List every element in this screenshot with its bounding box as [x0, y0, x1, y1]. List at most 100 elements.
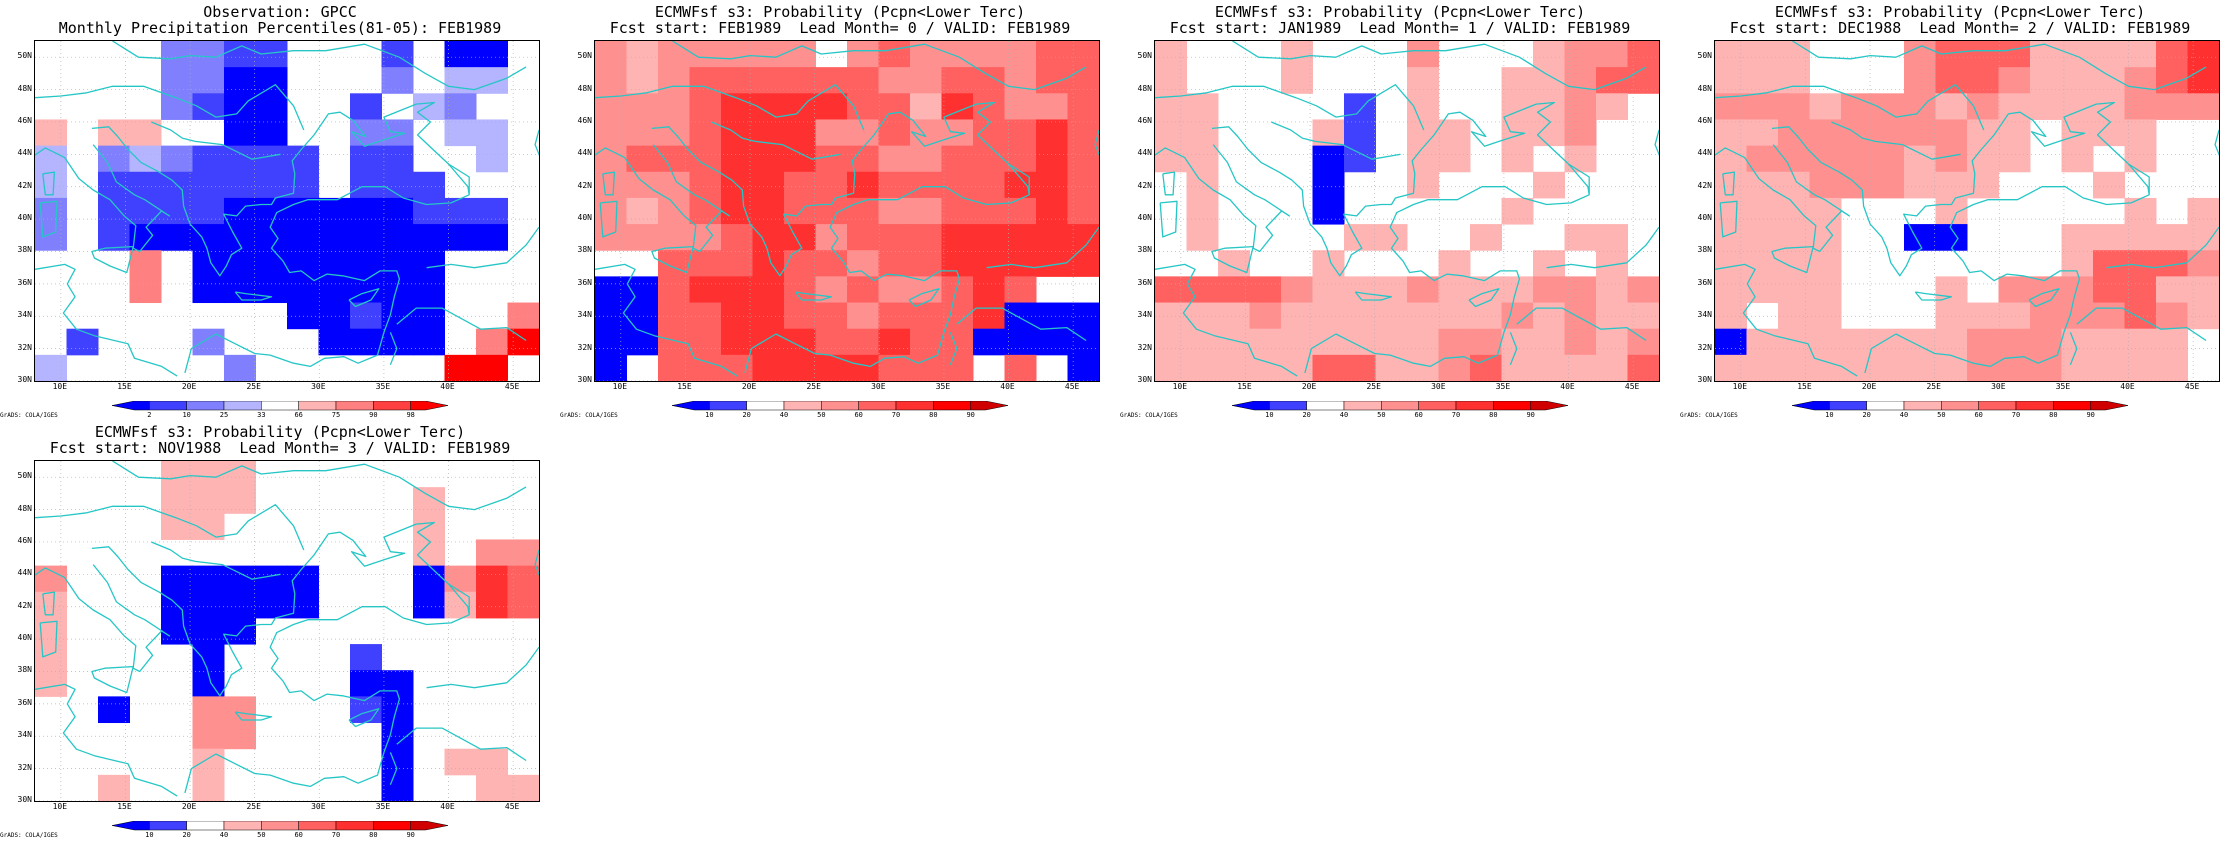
grid-cell — [2124, 224, 2157, 251]
lon-tick-label: 40E — [440, 802, 455, 811]
coastline — [956, 307, 1087, 342]
grid-cell — [784, 41, 816, 68]
grid-cell — [2124, 328, 2157, 356]
grid-cell — [2124, 354, 2157, 381]
grid-cell — [413, 302, 445, 330]
grid-cell — [784, 302, 816, 330]
lat-tick-label: 36N — [17, 697, 32, 707]
grid-cell — [721, 119, 753, 147]
grid-cell — [1501, 354, 1534, 381]
colorbar-tick-label: 90 — [2086, 411, 2095, 419]
coastline — [39, 620, 58, 658]
lon-tick-label: 25E — [806, 382, 821, 391]
grid-cell — [973, 276, 1005, 304]
grid-cell — [476, 774, 508, 801]
grid-cell — [1533, 302, 1565, 330]
lat-tick-label: 46N — [17, 535, 32, 545]
colorbar-tick-label: 60 — [1974, 411, 1983, 419]
grid-cell — [507, 565, 539, 593]
grid-cell — [973, 171, 1005, 199]
grid-cell — [1501, 67, 1534, 94]
colorbar-tick-label: 70 — [331, 831, 341, 839]
grid-cell — [2187, 93, 2219, 120]
colorbar-tick-label: 20 — [182, 831, 191, 839]
grid-cell — [1533, 67, 1565, 94]
colorbar-svg — [111, 400, 449, 411]
grid-cell — [784, 354, 816, 381]
grid-cell — [224, 591, 256, 619]
coastline — [2128, 163, 2150, 195]
grid-cell — [1067, 197, 1099, 225]
coastline — [35, 504, 305, 551]
grid-cell — [721, 145, 753, 173]
grid-cell — [476, 328, 508, 356]
grid-cell — [2061, 354, 2094, 381]
grid-cell — [1155, 119, 1187, 147]
lat-tick-label: 50N — [17, 471, 32, 481]
grid-cell — [910, 197, 942, 225]
grid-cell — [1036, 93, 1068, 120]
grid-cell — [595, 171, 627, 199]
grid-cell — [476, 565, 508, 593]
grid-cell — [2093, 250, 2125, 277]
panel-subtitle: Fcst start: JAN1989 Lead Month= 1 / VALI… — [1169, 19, 1631, 37]
grid-cell — [1627, 41, 1659, 68]
grid-cell — [35, 354, 67, 381]
grid-cell — [224, 119, 256, 147]
lat-tick-label: 36N — [17, 277, 32, 287]
grid-cell — [1312, 171, 1345, 199]
colorbar-segment — [671, 400, 710, 411]
grid-cell — [444, 41, 477, 68]
colorbar-tick-label: 50 — [1377, 411, 1386, 419]
grid-cell — [1778, 41, 1810, 68]
lat-tick-label: 48N — [1697, 83, 1712, 93]
grid-cell — [752, 41, 785, 68]
grid-cell — [1564, 93, 1597, 120]
colorbar-segment — [709, 400, 747, 411]
grid-cell — [1067, 302, 1099, 330]
coastline — [794, 291, 833, 301]
grid-cell — [784, 250, 816, 277]
grid-cell — [1715, 119, 1747, 147]
grid-cell — [878, 145, 911, 173]
colorbar-tick-label: 80 — [2049, 411, 2058, 419]
grid-cell — [689, 119, 722, 147]
grid-cell — [752, 224, 785, 251]
grid-cell — [1004, 224, 1037, 251]
colorbar-segment — [223, 400, 262, 411]
grid-cell — [658, 93, 690, 120]
grid-cell — [1036, 145, 1068, 173]
lat-tick-label: 30N — [577, 375, 592, 384]
coastline — [2028, 288, 2060, 308]
grid-cell — [815, 197, 848, 225]
grid-cell — [721, 93, 753, 120]
grid-cell — [973, 302, 1005, 330]
lon-tick-label: 10E — [52, 382, 68, 391]
coastline — [1211, 245, 1254, 274]
lon-tick-label: 30E — [871, 382, 886, 391]
lat-tick-label: 32N — [17, 342, 32, 352]
grid-cell — [1155, 145, 1187, 173]
grid-cell — [1407, 93, 1439, 120]
colorbar-tick-label: 80 — [369, 831, 378, 839]
map-svg — [1155, 41, 1659, 381]
grid-cell — [1935, 302, 1968, 330]
grid-cell — [1533, 93, 1565, 120]
coastline — [1792, 41, 2207, 91]
grid-cell — [752, 145, 785, 173]
map-plot-area — [594, 40, 1100, 382]
grid-cell — [1036, 302, 1068, 330]
coastline — [389, 332, 398, 366]
grid-cell — [626, 197, 659, 225]
lon-tick-label: 40E — [2120, 382, 2135, 391]
grid-cell — [2093, 354, 2125, 381]
coastline — [35, 84, 305, 131]
lon-tick-label: 30E — [311, 802, 326, 811]
grid-cell — [381, 328, 414, 356]
grid-cell — [847, 302, 879, 330]
coastline — [426, 646, 539, 689]
grid-cell — [689, 250, 722, 277]
grid-cell — [35, 171, 67, 199]
grid-cell — [910, 171, 942, 199]
grid-cell — [161, 617, 193, 645]
